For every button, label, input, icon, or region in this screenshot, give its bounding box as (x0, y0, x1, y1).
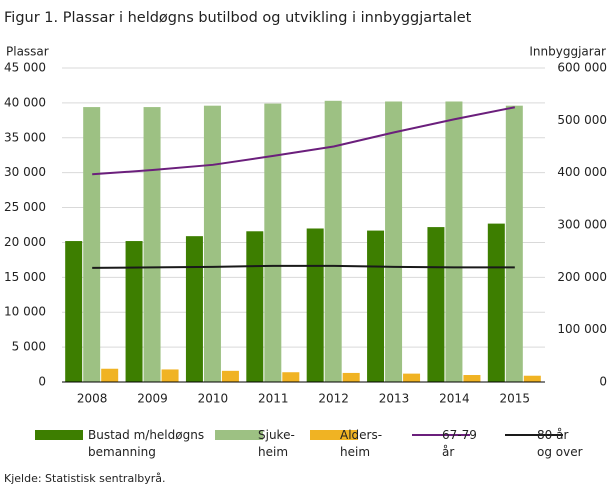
x-tick-label: 2008 (77, 392, 108, 406)
legend-label: Alders- heim (340, 428, 383, 459)
bar (385, 101, 403, 382)
y-tick-label: 20 000 (4, 235, 46, 249)
bar (185, 236, 203, 382)
x-tick-label: 2012 (318, 392, 349, 406)
y2-tick-label: 100 000 (557, 322, 607, 336)
legend-swatch (215, 430, 263, 440)
y-tick-label: 40 000 (4, 95, 46, 109)
x-tick-label: 2013 (379, 392, 410, 406)
bar (505, 105, 523, 383)
y2-tick-label: 600 000 (557, 61, 607, 75)
line (92, 264, 515, 269)
y2-tick-label: 300 000 (557, 218, 607, 232)
line (92, 106, 516, 176)
bar (367, 230, 385, 382)
bar (125, 241, 143, 382)
y-tick-label: 15 000 (4, 270, 46, 284)
x-tick-label: 2009 (137, 392, 168, 406)
y-tick-label: 10 000 (4, 305, 46, 319)
y-tick-label: 5 000 (12, 340, 46, 354)
y2-tick-label: 400 000 (557, 165, 607, 179)
x-tick-label: 2011 (258, 392, 289, 406)
y-tick-label: 30 000 (4, 165, 46, 179)
source: Kjelde: Statistisk sentralbyrå. (4, 472, 166, 485)
bar (203, 105, 221, 383)
legend-swatch (310, 430, 358, 440)
bar (101, 368, 119, 382)
bar (65, 241, 83, 382)
legend-label: Sjuke- heim (258, 428, 295, 459)
bar (342, 372, 360, 382)
bar (143, 107, 161, 382)
bar (161, 369, 179, 382)
y2-tick-label: 500 000 (557, 113, 607, 127)
legend-label: 67-79 år (442, 428, 477, 459)
y2-tick-label: 0 (599, 375, 607, 389)
y-tick-label: 45 000 (4, 61, 46, 75)
legend-swatch (35, 430, 83, 440)
bar (306, 228, 324, 382)
bar (282, 372, 300, 382)
y-tick-label: 25 000 (4, 200, 46, 214)
y2-axis-label: Innbyggjarar (529, 45, 606, 59)
x-tick-label: 2015 (500, 392, 531, 406)
bar (221, 370, 239, 382)
y2-tick-label: 200 000 (557, 270, 607, 284)
chart-title: Figur 1. Plassar i heldøgns butilbod og … (4, 10, 472, 26)
bar (246, 231, 264, 382)
legend-label: Bustad m/heldøgns bemanning (88, 428, 205, 459)
bar (427, 227, 445, 382)
x-tick-label: 2010 (198, 392, 229, 406)
y-tick-label: 0 (38, 375, 46, 389)
bar (445, 101, 463, 382)
x-tick-label: 2014 (439, 392, 470, 406)
bar (487, 223, 505, 382)
bar (264, 103, 282, 382)
bar (83, 107, 101, 382)
legend-label: 80 år og over (537, 428, 583, 459)
bar (403, 373, 421, 382)
y-tick-label: 35 000 (4, 130, 46, 144)
bar (324, 100, 342, 382)
y-axis-label: Plassar (6, 45, 49, 59)
bar (523, 375, 541, 382)
bar (463, 375, 481, 382)
